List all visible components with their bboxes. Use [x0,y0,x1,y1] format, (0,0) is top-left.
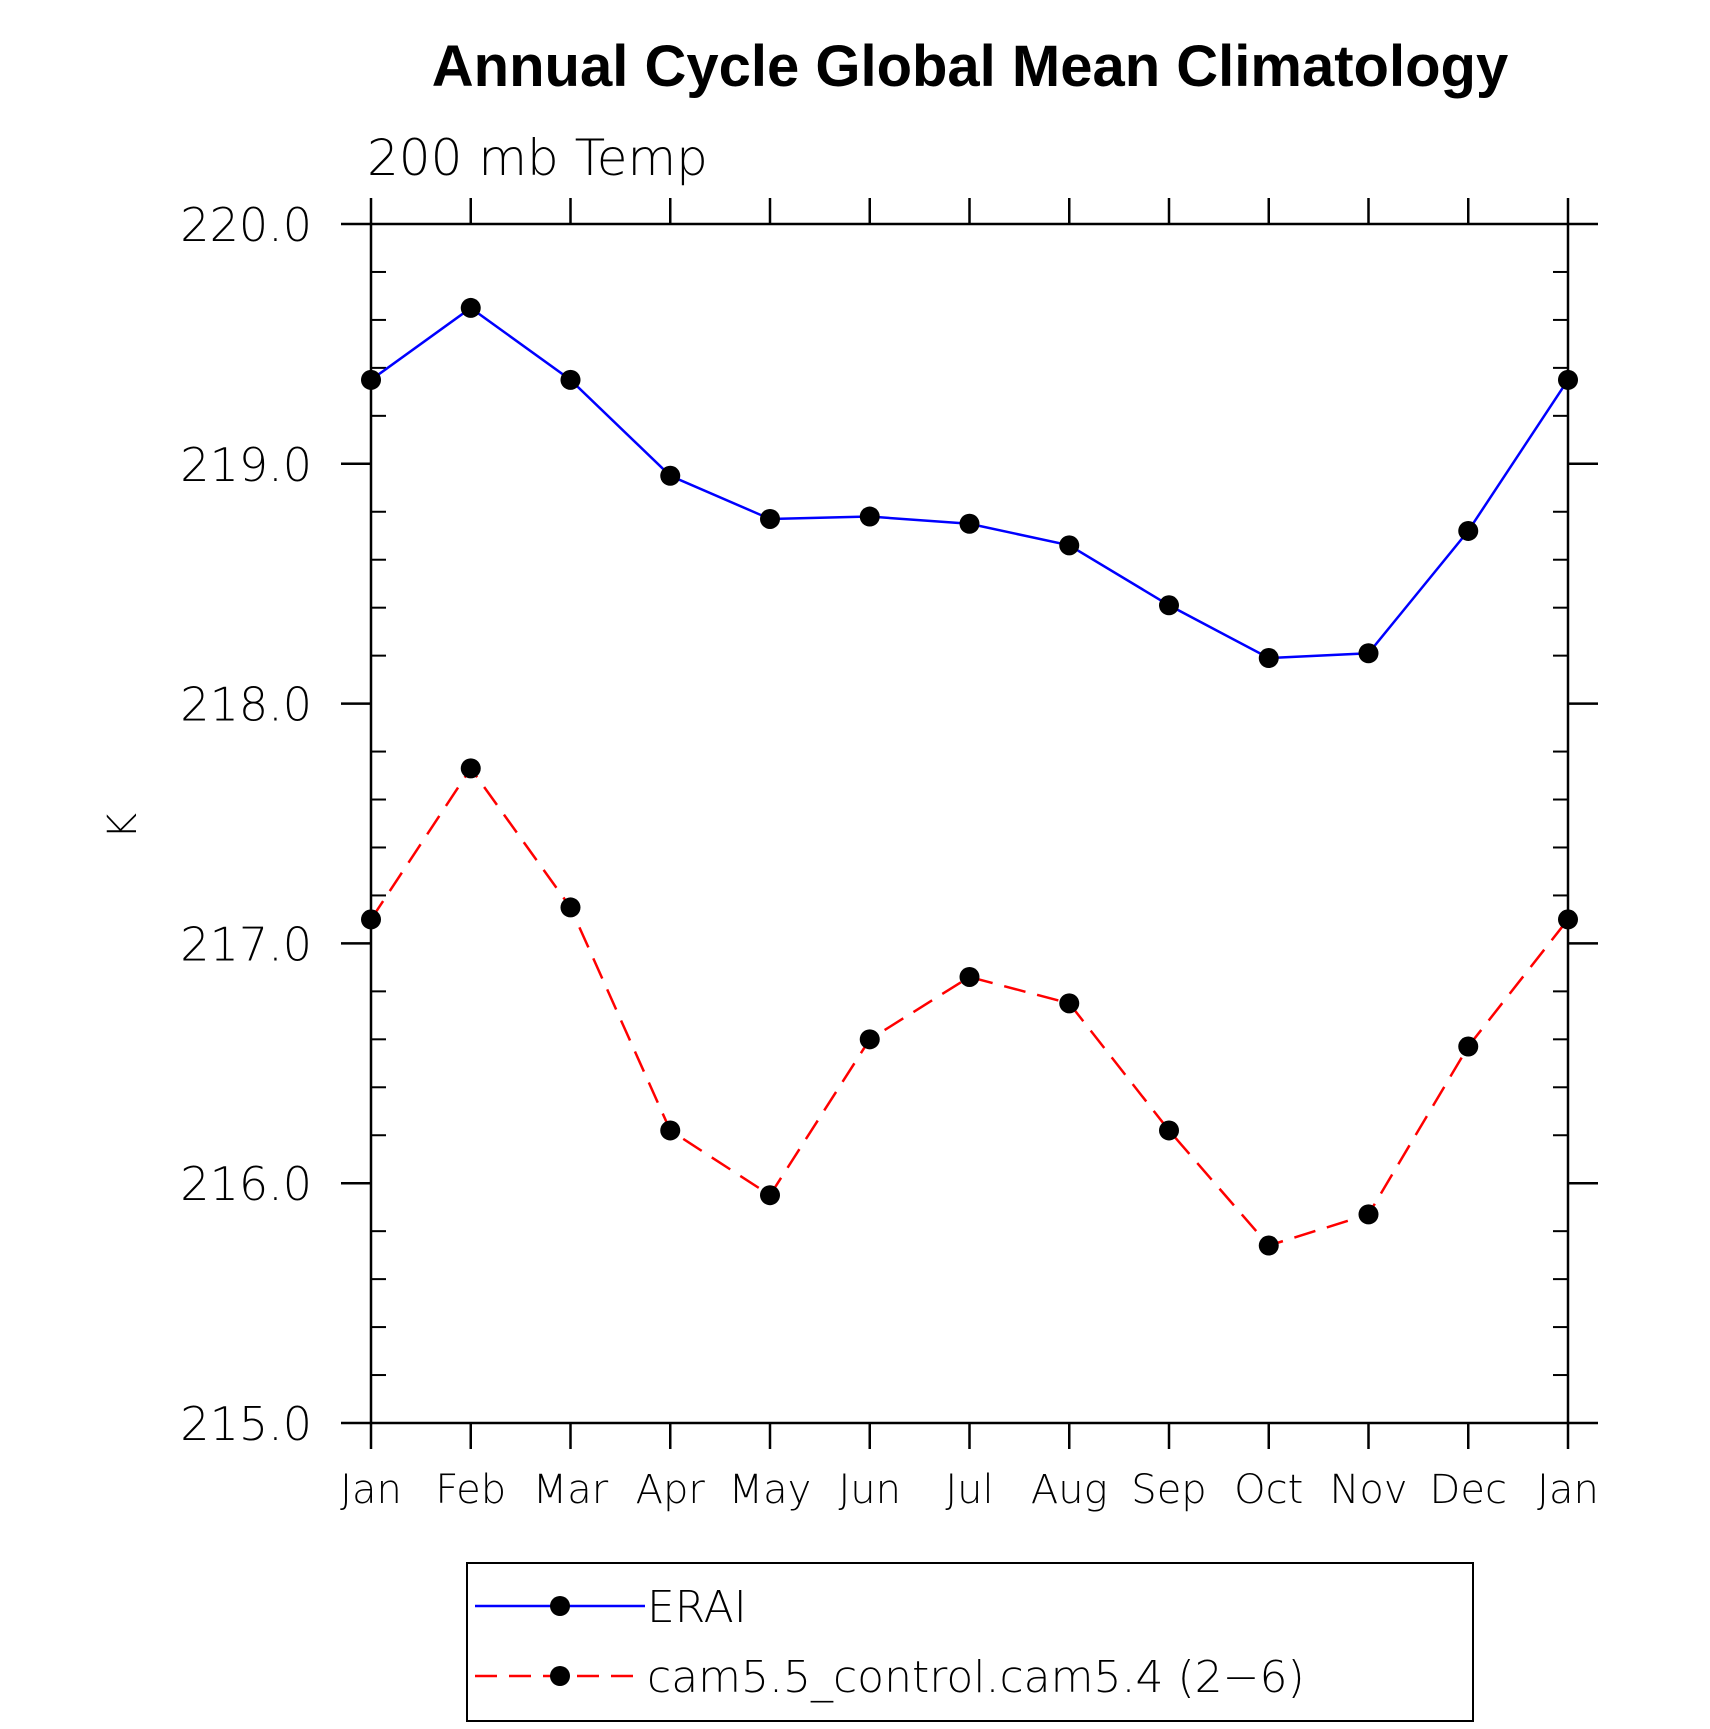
data-point [1358,643,1379,664]
y-tick-label: 216.0 [180,1157,312,1211]
chart-subtitle: 200 mb Temp [367,129,708,187]
data-point [460,297,481,318]
series-layer [361,297,1578,1256]
x-tick-label: Aug [1031,1467,1108,1513]
data-point [660,465,681,486]
x-tick-label: Nov [1329,1467,1407,1513]
data-point [1558,909,1578,930]
plot-frame [369,222,1570,1425]
data-point [560,897,581,918]
legend-swatch-marker [550,1666,570,1686]
x-tick-label: Jun [839,1467,902,1513]
y-tick-label: 217.0 [180,917,312,971]
x-tick-label: Feb [435,1467,506,1513]
chart-title: Annual Cycle Global Mean Climatology [432,34,1508,99]
data-point [1258,648,1279,669]
data-point [760,508,780,529]
series-line [370,306,1570,660]
y-tick-label: 220.0 [180,198,312,252]
legend-swatch-marker [550,1596,570,1616]
x-tick-label: Apr [636,1467,706,1513]
x-tick-label: Jul [945,1467,993,1513]
x-tick-label: Jan [1537,1467,1599,1513]
y-axis-label: K [100,813,146,839]
data-point [1458,520,1479,541]
y-tick-label: 219.0 [180,438,312,492]
x-tick-label: May [729,1467,812,1513]
data-point [859,506,880,527]
data-point [560,369,581,390]
data-point [859,1029,880,1050]
legend-label: cam5.5_control.cam5.4 (2−6) [647,1652,1305,1703]
data-point [660,1120,681,1141]
legend-label: ERAI [647,1582,747,1633]
y-tick-label: 215.0 [180,1397,312,1451]
data-point [1159,1120,1179,1141]
legend-box [466,1562,1474,1722]
data-point [361,369,381,390]
series-line [369,766,1569,1247]
data-point [1458,1036,1479,1057]
data-point [760,1185,780,1206]
series-2 [361,758,1578,1256]
data-point [1358,1204,1379,1225]
legend: ERAI cam5.5_control.cam5.4 (2−6) [466,1562,1474,1722]
x-tick-label: Dec [1430,1467,1507,1513]
series-1 [361,297,1578,669]
x-tick-label: Jan [340,1467,402,1513]
data-point [460,758,481,779]
x-tick-label: Mar [533,1467,609,1513]
data-point [1159,595,1179,616]
x-tick-label: Sep [1131,1467,1206,1513]
data-point [1059,993,1080,1014]
data-point [1558,369,1578,390]
y-tick-label: 218.0 [180,678,312,732]
data-point [959,966,980,987]
x-tick-label: Oct [1234,1467,1303,1513]
data-point [1059,535,1080,556]
axes: Jan Feb Mar Apr May Jun Jul Aug Sep Oct Nov Dec Jan 2… [180,198,1599,1513]
data-point [959,513,980,534]
data-point [361,909,381,930]
data-point [1258,1235,1279,1256]
